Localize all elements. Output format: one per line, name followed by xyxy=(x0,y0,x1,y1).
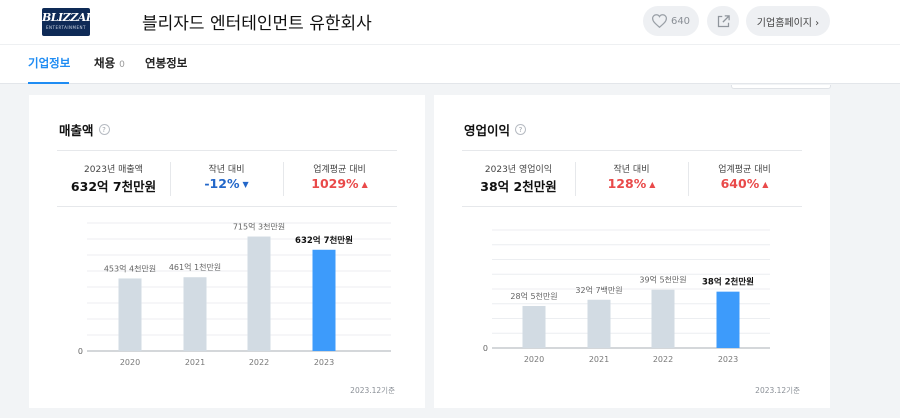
stat-divider xyxy=(575,162,576,196)
like-count: 640 xyxy=(670,15,691,27)
stat-industry: 업계평균 대비 1029% ▲ xyxy=(283,151,396,208)
data-label: 28억 5천만원 xyxy=(510,291,557,301)
stat-total: 2023년 영업이익 38억 2천만원 xyxy=(462,151,575,208)
company-logo: BLIZZARD ENTERTAINMENT xyxy=(42,8,90,36)
x-tick-label: 2020 xyxy=(524,355,544,364)
stat-label: 작년 대비 xyxy=(208,165,245,175)
x-tick-label: 2020 xyxy=(120,358,140,367)
x-tick-label: 2022 xyxy=(653,355,673,364)
data-label: 38억 2천만원 xyxy=(702,277,754,288)
data-label: 632억 7천만원 xyxy=(295,235,353,246)
stat-value-text: -12% xyxy=(204,176,240,191)
bar-2020 xyxy=(522,305,546,348)
stat-value-text: 640% xyxy=(720,176,760,191)
data-label: 461억 1천만원 xyxy=(169,262,221,272)
bar-2022 xyxy=(651,289,675,348)
stat-value: -12% ▼ xyxy=(170,176,283,191)
company-homepage-label: 기업홈페이지 › xyxy=(756,17,820,29)
bar-2023 xyxy=(716,291,740,348)
stat-divider xyxy=(170,162,171,196)
triangle-up-icon: ▲ xyxy=(361,180,368,189)
logo-subtext: ENTERTAINMENT xyxy=(46,25,86,30)
operating-profit-stats: 2023년 영업이익 38억 2천만원 작년 대비 128% ▲ 업계평균 대비 … xyxy=(462,150,802,207)
bar-2021 xyxy=(183,277,207,351)
x-tick-label: 2023 xyxy=(314,358,334,367)
basis-date: 2023.12기준 xyxy=(755,386,800,395)
x-tick-label: 2021 xyxy=(185,358,205,367)
tab-salary-label: 연봉정보 xyxy=(145,56,188,70)
stat-value-text: 1029% xyxy=(311,176,359,191)
stat-yoy: 작년 대비 -12% ▼ xyxy=(170,151,283,208)
company-header: BLIZZARD ENTERTAINMENT 블리자드 엔터테인먼트 유한회사 … xyxy=(0,0,900,44)
revenue-title-text: 매출액 xyxy=(59,123,94,138)
tab-company-info-label: 기업정보 xyxy=(28,56,71,70)
stat-label: 업계평균 대비 xyxy=(718,165,771,175)
stat-label: 작년 대비 xyxy=(613,165,650,175)
stat-yoy: 작년 대비 128% ▲ xyxy=(575,151,688,208)
x-tick-label: 2021 xyxy=(589,355,609,364)
y-zero-label: 0 xyxy=(78,347,83,356)
operating-profit-title: 영업이익 ? xyxy=(464,120,527,139)
data-label: 715억 3천만원 xyxy=(233,222,285,232)
triangle-up-icon: ▲ xyxy=(762,180,769,189)
logo-wordmark: BLIZZARD xyxy=(42,11,90,24)
stat-value: 128% ▲ xyxy=(575,176,688,191)
triangle-up-icon: ▲ xyxy=(649,180,656,189)
data-label: 453억 4천만원 xyxy=(104,263,156,273)
bar-2020 xyxy=(118,278,142,351)
bar-2021 xyxy=(587,299,611,348)
stat-value: 632억 7천만원 xyxy=(70,179,157,194)
bar-2023 xyxy=(312,249,336,351)
tab-recruit[interactable]: 채용 0 xyxy=(94,55,125,71)
stat-divider xyxy=(688,162,689,196)
tab-company-info[interactable]: 기업정보 xyxy=(28,55,70,71)
operating-profit-bar-chart: 0 28억 5천만원 2020 32억 7백만원 2021 39억 5천만원 2022 38억… xyxy=(483,229,770,364)
operating-profit-title-text: 영업이익 xyxy=(464,123,511,138)
tab-salary[interactable]: 연봉정보 xyxy=(145,55,187,71)
stat-industry: 업계평균 대비 640% ▲ xyxy=(688,151,801,208)
stat-label: 2023년 매출액 xyxy=(84,165,143,175)
stat-divider xyxy=(283,162,284,196)
help-icon[interactable]: ? xyxy=(98,124,110,135)
share-icon xyxy=(717,14,730,27)
stat-value: 1029% ▲ xyxy=(283,176,396,191)
revenue-card: 매출액 ? 2023년 매출액 632억 7천만원 작년 대비 -12% ▼ 업계… xyxy=(29,95,425,408)
y-zero-label: 0 xyxy=(483,344,488,353)
tab-recruit-count: 0 xyxy=(119,60,125,70)
help-icon[interactable]: ? xyxy=(515,124,527,135)
tab-recruit-label: 채용 xyxy=(94,56,116,70)
triangle-down-icon: ▼ xyxy=(242,180,249,189)
basis-date: 2023.12기준 xyxy=(350,386,395,395)
revenue-stats: 2023년 매출액 632억 7천만원 작년 대비 -12% ▼ 업계평균 대비 … xyxy=(57,150,397,207)
stat-label: 2023년 영업이익 xyxy=(484,165,553,175)
bar-2022 xyxy=(247,236,271,351)
active-tab-underline xyxy=(28,82,69,84)
dropdown-edge xyxy=(731,85,831,89)
company-homepage-button[interactable]: 기업홈페이지 › xyxy=(746,6,830,36)
data-label: 39억 5천만원 xyxy=(639,275,686,285)
x-tick-label: 2022 xyxy=(249,358,269,367)
heart-icon xyxy=(651,14,667,28)
stat-value: 640% ▲ xyxy=(688,176,801,191)
share-button[interactable] xyxy=(707,6,739,36)
revenue-bar-chart: 0 453억 4천만원 2020 461억 1천만원 2021 715억 3천만원 2022… xyxy=(78,222,391,367)
stat-value: 38억 2천만원 xyxy=(480,179,557,194)
x-tick-label: 2023 xyxy=(718,355,738,364)
stat-value-text: 128% xyxy=(607,176,647,191)
like-button[interactable]: 640 xyxy=(643,6,699,36)
data-label: 32억 7백만원 xyxy=(575,285,622,295)
revenue-title: 매출액 ? xyxy=(59,120,110,139)
company-tabs: 기업정보 채용 0 연봉정보 xyxy=(0,44,900,84)
company-name: 블리자드 엔터테인먼트 유한회사 xyxy=(142,14,372,34)
operating-profit-card: 영업이익 ? 2023년 영업이익 38억 2천만원 작년 대비 128% ▲ 업… xyxy=(434,95,830,408)
stat-label: 업계평균 대비 xyxy=(313,165,366,175)
stat-total: 2023년 매출액 632억 7천만원 xyxy=(57,151,170,208)
